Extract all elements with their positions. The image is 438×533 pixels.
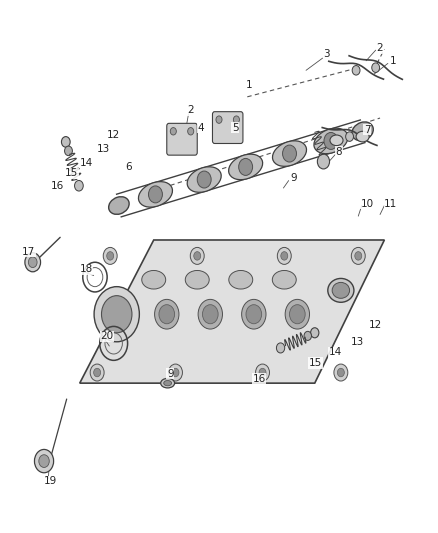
Circle shape bbox=[283, 145, 297, 162]
Text: 18: 18 bbox=[80, 264, 93, 274]
Circle shape bbox=[351, 247, 365, 264]
Ellipse shape bbox=[330, 135, 343, 146]
Circle shape bbox=[372, 63, 380, 72]
Text: 11: 11 bbox=[384, 199, 398, 209]
Circle shape bbox=[281, 252, 288, 260]
Text: 9: 9 bbox=[167, 369, 173, 378]
Circle shape bbox=[90, 364, 104, 381]
Ellipse shape bbox=[185, 270, 209, 289]
Circle shape bbox=[39, 455, 49, 467]
Circle shape bbox=[187, 127, 194, 135]
Circle shape bbox=[194, 252, 201, 260]
Circle shape bbox=[239, 158, 253, 175]
Circle shape bbox=[334, 364, 348, 381]
Text: 1: 1 bbox=[246, 80, 253, 90]
Circle shape bbox=[255, 364, 269, 381]
Circle shape bbox=[304, 332, 311, 341]
Circle shape bbox=[61, 136, 70, 147]
Circle shape bbox=[64, 146, 72, 156]
Text: 13: 13 bbox=[97, 144, 110, 154]
Text: 12: 12 bbox=[107, 130, 120, 140]
Text: 19: 19 bbox=[43, 477, 57, 486]
Circle shape bbox=[190, 247, 204, 264]
Text: 17: 17 bbox=[22, 247, 35, 257]
Circle shape bbox=[103, 247, 117, 264]
Circle shape bbox=[202, 305, 218, 324]
Text: 4: 4 bbox=[198, 123, 204, 133]
Text: 16: 16 bbox=[50, 181, 64, 191]
Ellipse shape bbox=[229, 270, 253, 289]
Ellipse shape bbox=[138, 182, 173, 207]
Text: 6: 6 bbox=[126, 162, 132, 172]
Circle shape bbox=[102, 296, 132, 333]
Circle shape bbox=[35, 449, 53, 473]
Circle shape bbox=[352, 66, 360, 75]
Text: 13: 13 bbox=[351, 337, 364, 347]
Circle shape bbox=[198, 300, 223, 329]
Circle shape bbox=[242, 300, 266, 329]
Circle shape bbox=[355, 252, 362, 260]
Text: 15: 15 bbox=[65, 168, 78, 178]
Text: 15: 15 bbox=[309, 358, 322, 368]
Circle shape bbox=[28, 257, 37, 268]
Circle shape bbox=[233, 116, 240, 123]
Circle shape bbox=[276, 343, 285, 353]
Text: 5: 5 bbox=[232, 123, 238, 133]
Circle shape bbox=[277, 247, 291, 264]
Text: 12: 12 bbox=[369, 320, 382, 330]
Circle shape bbox=[216, 116, 222, 123]
Text: 9: 9 bbox=[290, 173, 297, 183]
Ellipse shape bbox=[161, 378, 175, 388]
Text: 7: 7 bbox=[364, 125, 370, 135]
Ellipse shape bbox=[272, 270, 296, 289]
Circle shape bbox=[285, 300, 310, 329]
Text: 2: 2 bbox=[377, 43, 383, 53]
Circle shape bbox=[259, 368, 266, 377]
Text: 14: 14 bbox=[329, 348, 342, 358]
FancyBboxPatch shape bbox=[212, 112, 243, 143]
Circle shape bbox=[148, 186, 162, 203]
Circle shape bbox=[155, 300, 179, 329]
Circle shape bbox=[94, 368, 101, 377]
Ellipse shape bbox=[356, 131, 369, 142]
Circle shape bbox=[337, 368, 344, 377]
Ellipse shape bbox=[142, 270, 166, 289]
Text: 2: 2 bbox=[187, 105, 194, 115]
Ellipse shape bbox=[314, 128, 348, 154]
Text: 16: 16 bbox=[252, 374, 266, 384]
Ellipse shape bbox=[328, 278, 354, 302]
Text: 10: 10 bbox=[360, 199, 374, 209]
Circle shape bbox=[159, 305, 175, 324]
Circle shape bbox=[324, 133, 338, 149]
Text: 20: 20 bbox=[100, 332, 113, 342]
Circle shape bbox=[170, 127, 177, 135]
Circle shape bbox=[107, 252, 114, 260]
Text: 1: 1 bbox=[390, 56, 396, 66]
Circle shape bbox=[346, 132, 353, 141]
Ellipse shape bbox=[352, 122, 373, 141]
Ellipse shape bbox=[229, 154, 263, 180]
Circle shape bbox=[318, 154, 329, 169]
Text: 3: 3 bbox=[324, 50, 330, 59]
Text: 14: 14 bbox=[80, 158, 93, 167]
Circle shape bbox=[172, 368, 179, 377]
Circle shape bbox=[94, 287, 139, 342]
Circle shape bbox=[169, 364, 183, 381]
Ellipse shape bbox=[187, 167, 221, 192]
Circle shape bbox=[74, 181, 83, 191]
Text: 8: 8 bbox=[336, 147, 342, 157]
Circle shape bbox=[246, 305, 261, 324]
FancyBboxPatch shape bbox=[167, 123, 197, 155]
Ellipse shape bbox=[164, 381, 172, 386]
Ellipse shape bbox=[332, 282, 350, 298]
Circle shape bbox=[25, 253, 41, 272]
Ellipse shape bbox=[272, 141, 307, 166]
Circle shape bbox=[197, 171, 211, 188]
Ellipse shape bbox=[109, 197, 129, 214]
Circle shape bbox=[290, 305, 305, 324]
Polygon shape bbox=[80, 240, 385, 383]
Circle shape bbox=[311, 328, 319, 338]
